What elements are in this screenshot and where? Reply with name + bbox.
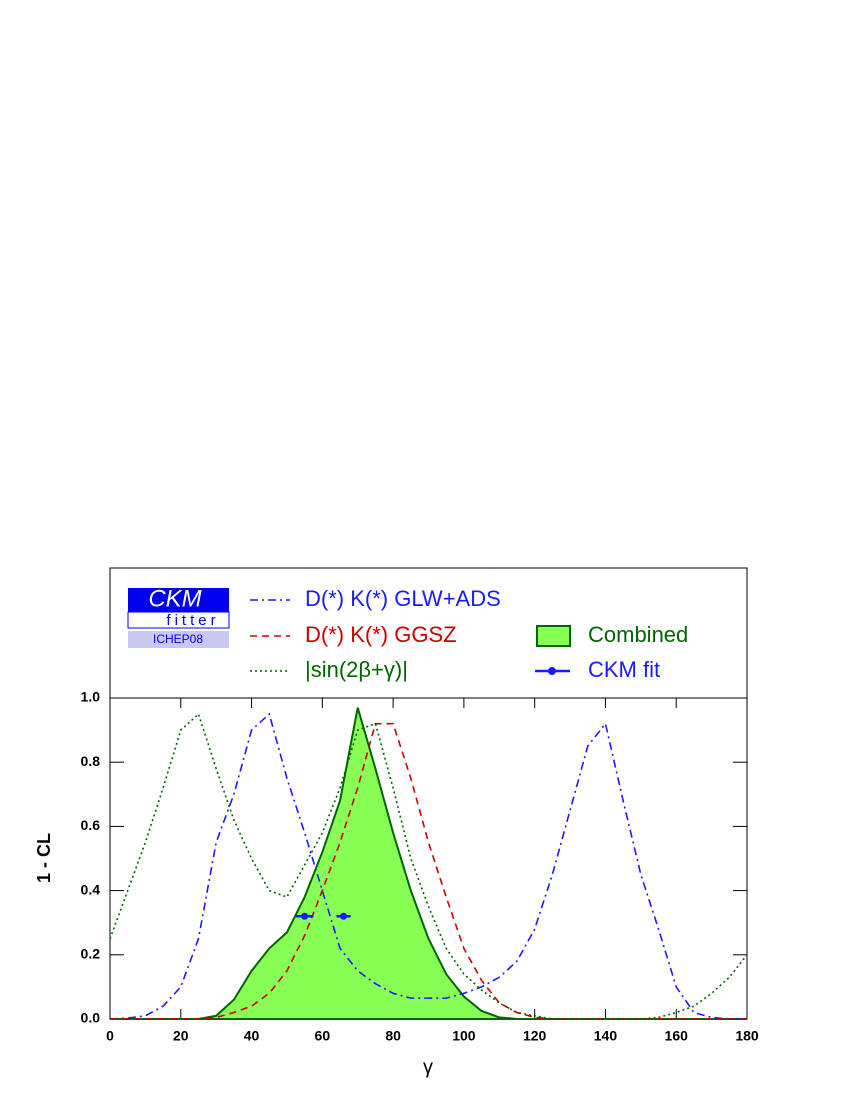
logo-box: [127, 611, 230, 629]
x-tick-label: 20: [173, 1028, 189, 1044]
legend-label: D(*) K(*) GLW+ADS: [305, 586, 501, 611]
x-tick-label: 120: [523, 1028, 547, 1044]
legend-label: D(*) K(*) GGSZ: [305, 622, 457, 647]
x-tick-label: 100: [452, 1028, 476, 1044]
point: [340, 912, 348, 920]
x-tick-label: 60: [315, 1028, 331, 1044]
legend-swatch: [548, 667, 556, 675]
line: [109, 712, 748, 1020]
legend-label: |sin(2β+γ)|: [305, 657, 408, 682]
y-tick-label: 1.0: [81, 689, 101, 705]
x-tick-label: 160: [665, 1028, 689, 1044]
y-axis-label: 1 - CL: [34, 833, 54, 883]
legend-label: CKM fit: [588, 657, 660, 682]
logo-title: CKM: [148, 585, 201, 612]
logo-box: [128, 588, 229, 612]
x-tick-label: 80: [385, 1028, 401, 1044]
y-tick-label: 0.0: [81, 1010, 101, 1026]
y-tick-label: 0.2: [81, 946, 101, 962]
area: [110, 707, 747, 1020]
x-tick-label: 140: [594, 1028, 618, 1044]
x-tick-label: 40: [244, 1028, 260, 1044]
line: [109, 712, 747, 1020]
y-tick-label: 0.4: [81, 881, 101, 897]
y-tick-label: 0.6: [81, 817, 101, 833]
x-tick-label: 180: [735, 1028, 759, 1044]
logo-box: [128, 631, 229, 648]
x-axis-label: γ: [423, 1056, 433, 1078]
legend-label: Combined: [588, 622, 688, 647]
legend-swatch: [536, 625, 571, 647]
logo-tag: ICHEP08: [153, 632, 203, 646]
x-tick-label: 0: [106, 1028, 114, 1044]
logo-subtitle: fitter: [166, 612, 219, 629]
point: [301, 912, 309, 920]
y-tick-label: 0.8: [81, 753, 101, 769]
